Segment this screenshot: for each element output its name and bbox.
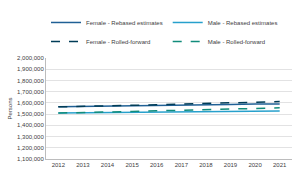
- svg-text:1,900,000: 1,900,000: [17, 66, 44, 72]
- svg-text:1,800,000: 1,800,000: [17, 78, 44, 84]
- svg-text:2015: 2015: [125, 162, 139, 168]
- svg-text:2020: 2020: [248, 162, 262, 168]
- svg-text:2019: 2019: [224, 162, 238, 168]
- svg-text:2,000,000: 2,000,000: [17, 55, 44, 61]
- svg-text:2021: 2021: [273, 162, 287, 168]
- svg-text:1,300,000: 1,300,000: [17, 134, 44, 140]
- svg-text:1,100,000: 1,100,000: [17, 156, 44, 162]
- svg-text:Male - Rolled-forward: Male - Rolled-forward: [208, 39, 265, 45]
- svg-text:2017: 2017: [175, 162, 189, 168]
- svg-text:Persons: Persons: [7, 97, 13, 119]
- svg-text:Female - Rolled-forward: Female - Rolled-forward: [86, 39, 150, 45]
- svg-text:1,700,000: 1,700,000: [17, 89, 44, 95]
- svg-text:2012: 2012: [52, 162, 66, 168]
- svg-text:1,600,000: 1,600,000: [17, 100, 44, 106]
- svg-text:1,200,000: 1,200,000: [17, 145, 44, 151]
- svg-text:Female - Rebased estimates: Female - Rebased estimates: [86, 20, 163, 26]
- svg-text:2013: 2013: [76, 162, 90, 168]
- svg-text:2014: 2014: [101, 162, 115, 168]
- svg-text:1,500,000: 1,500,000: [17, 111, 44, 117]
- svg-text:2018: 2018: [199, 162, 213, 168]
- svg-text:1,400,000: 1,400,000: [17, 122, 44, 128]
- svg-text:Male - Rebased estimates: Male - Rebased estimates: [208, 20, 278, 26]
- svg-text:2016: 2016: [150, 162, 164, 168]
